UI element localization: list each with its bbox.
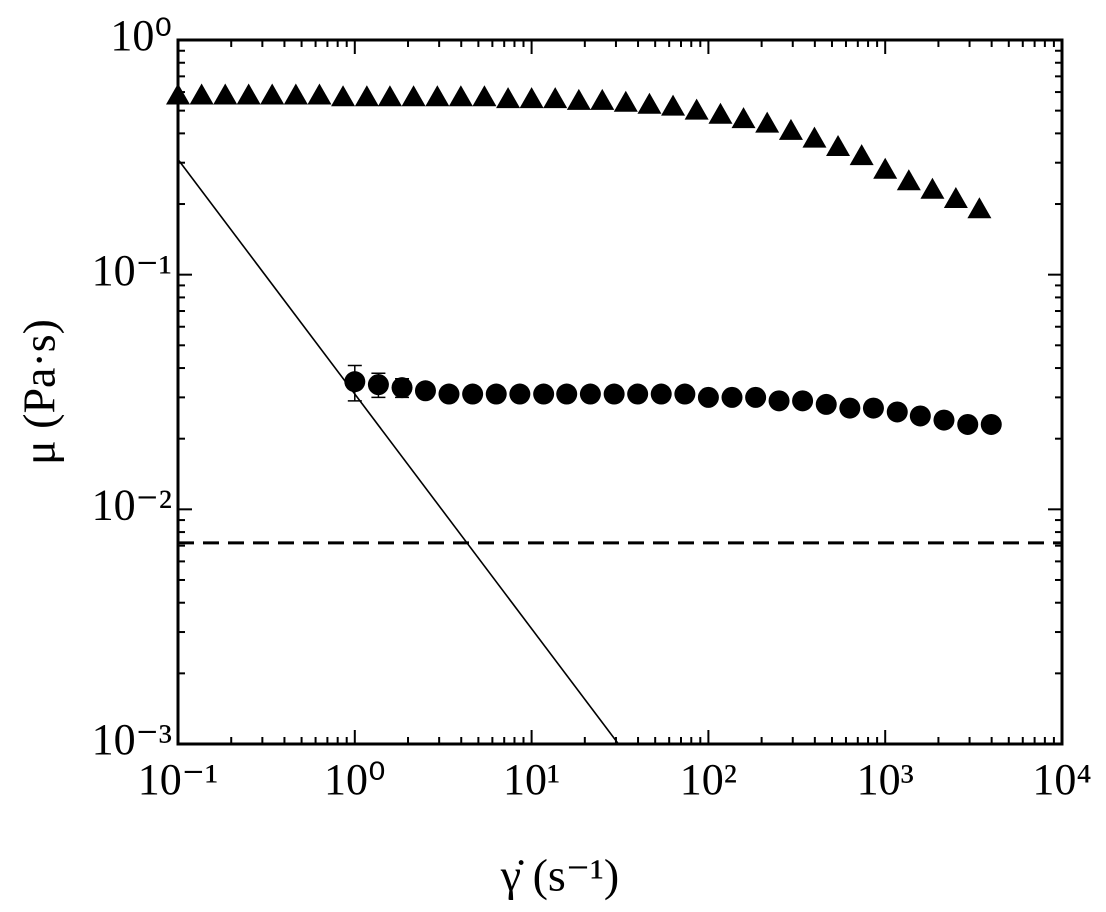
triangle-marker [731,107,756,129]
triangle-marker [543,87,568,109]
triangle-marker [613,90,638,112]
triangle-marker [331,85,356,107]
x-tick-label: 10³ [857,755,914,804]
circle-marker [886,401,908,423]
circle-marker [745,386,767,408]
circle-marker [957,413,979,435]
triangle-marker [236,83,261,105]
triangle-marker [920,177,945,199]
triangle-marker [377,85,402,107]
triangle-marker [684,98,709,120]
circle-marker [414,380,436,402]
circle-marker [485,383,507,405]
circle-marker [862,397,884,419]
x-tick-label: 10⁰ [324,755,386,804]
circle-marker [933,409,955,431]
x-tick-label: 10⁻¹ [138,755,218,804]
triangle-marker [354,85,379,107]
triangle-marker [448,85,473,107]
triangle-marker [661,94,686,116]
triangle-marker [260,83,285,105]
circle-marker [627,383,649,405]
circle-marker [697,386,719,408]
x-tick-label: 10² [680,755,737,804]
circle-marker [509,383,531,405]
x-axis-label: γ̇ (s⁻¹) [500,850,619,901]
circle-marker [792,390,814,412]
circle-marker [815,393,837,415]
circle-marker [650,383,672,405]
y-tick-label: 10⁻³ [92,715,172,764]
circle-marker [721,386,743,408]
triangle-marker [826,134,851,156]
triangle-marker [189,83,214,105]
circle-marker [768,390,790,412]
y-tick-label: 10⁰ [110,11,172,60]
circle-marker [839,397,861,419]
triangle-marker [778,118,803,140]
triangle-marker [213,83,238,105]
plot-frame [176,38,1064,746]
y-axis-label: μ (Pa·s) [14,319,65,465]
triangle-marker [519,87,544,109]
triangle-marker [943,187,968,209]
circle-marker [556,383,578,405]
circle-marker [579,383,601,405]
triangle-marker [708,102,733,124]
reference-line [177,158,620,745]
triangle-marker [849,144,874,166]
triangle-marker [425,85,450,107]
triangle-marker [401,85,426,107]
triangle-marker [590,88,615,110]
triangle-marker [472,85,497,107]
triangle-marker [873,157,898,179]
triangle-marker [166,83,190,105]
circle-marker [438,383,460,405]
circle-marker [533,383,555,405]
triangle-marker [637,92,662,114]
x-tick-label: 10¹ [503,755,560,804]
circle-marker [344,371,366,393]
circle-marker [391,377,413,399]
circle-marker [674,383,696,405]
triangle-marker [896,169,921,191]
circle-marker [603,383,625,405]
triangle-marker [967,197,992,219]
circle-marker [909,405,931,427]
circle-marker [980,413,1002,435]
triangle-marker [802,126,827,148]
triangle-marker [755,111,780,133]
triangle-marker [496,87,521,109]
x-tick-label: 10⁴ [1032,755,1091,804]
y-tick-label: 10⁻¹ [92,246,172,295]
triangle-marker [283,83,308,105]
circle-marker [462,383,484,405]
circle-marker [367,374,389,396]
triangle-marker [307,83,332,105]
y-tick-label: 10⁻² [92,480,172,529]
triangle-marker [566,88,591,110]
